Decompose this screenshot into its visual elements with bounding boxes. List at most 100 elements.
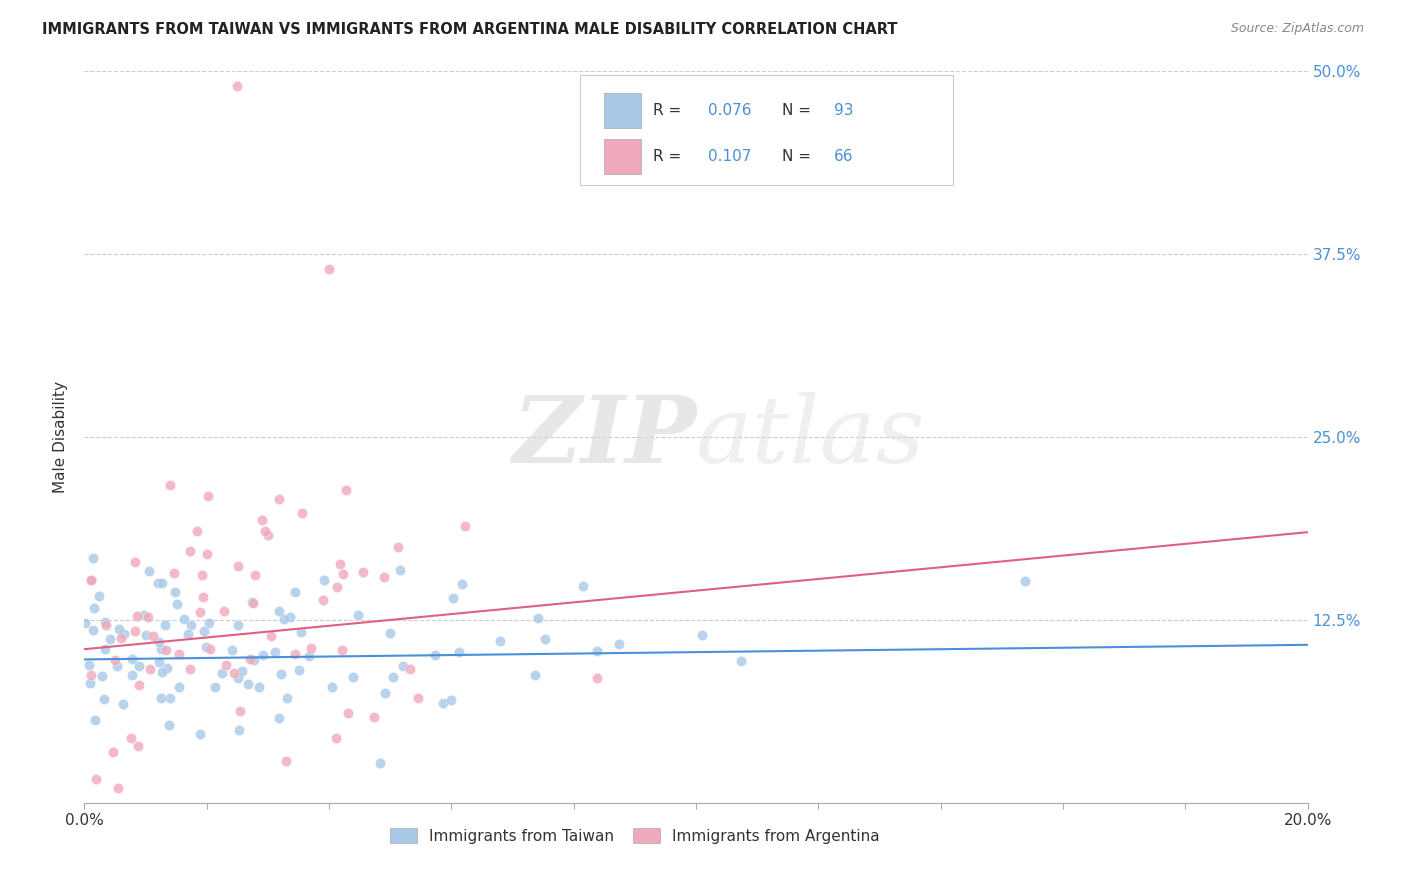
Point	[245, 567, 267, 582]
Point	[228, 723, 250, 737]
Point	[108, 622, 131, 636]
Point	[269, 711, 291, 725]
Point	[260, 629, 283, 643]
Point	[142, 629, 165, 643]
Point	[607, 637, 630, 651]
Text: IMMIGRANTS FROM TAIWAN VS IMMIGRANTS FROM ARGENTINA MALE DISABILITY CORRELATION : IMMIGRANTS FROM TAIWAN VS IMMIGRANTS FRO…	[42, 22, 897, 37]
Point	[179, 662, 201, 676]
Point	[406, 691, 429, 706]
Point	[441, 591, 464, 605]
Point	[373, 570, 395, 584]
Point	[214, 658, 236, 673]
Point	[156, 661, 179, 675]
Legend: Immigrants from Taiwan, Immigrants from Argentina: Immigrants from Taiwan, Immigrants from …	[384, 822, 886, 850]
Point	[221, 643, 243, 657]
Point	[190, 605, 212, 619]
Point	[239, 652, 262, 666]
Text: 0.076: 0.076	[709, 103, 752, 119]
Point	[284, 648, 307, 662]
Point	[103, 745, 125, 759]
Point	[247, 680, 270, 694]
Point	[226, 559, 249, 574]
Point	[347, 608, 370, 623]
Point	[111, 697, 134, 711]
Point	[167, 681, 190, 695]
Point	[79, 675, 101, 690]
Point	[264, 645, 287, 659]
FancyBboxPatch shape	[605, 94, 641, 128]
FancyBboxPatch shape	[579, 75, 953, 185]
Point	[527, 611, 550, 625]
Point	[290, 506, 312, 520]
Point	[94, 618, 117, 632]
Point	[352, 565, 374, 579]
Point	[186, 524, 208, 539]
Text: R =: R =	[654, 103, 686, 119]
Point	[572, 579, 595, 593]
Point	[226, 78, 249, 93]
Point	[335, 483, 357, 497]
Point	[253, 524, 276, 539]
Point	[84, 772, 107, 786]
Point	[229, 704, 252, 718]
Point	[195, 547, 218, 561]
Point	[110, 631, 132, 645]
Point	[240, 594, 263, 608]
FancyBboxPatch shape	[605, 139, 641, 174]
Point	[198, 615, 221, 630]
Point	[179, 544, 201, 558]
Point	[423, 648, 446, 662]
Point	[98, 632, 121, 647]
Point	[329, 557, 352, 571]
Point	[363, 710, 385, 724]
Point	[166, 597, 188, 611]
Point	[191, 567, 214, 582]
Point	[155, 618, 177, 632]
Point	[585, 671, 607, 685]
Point	[121, 668, 143, 682]
Text: ZIP: ZIP	[512, 392, 696, 482]
Point	[337, 706, 360, 721]
Point	[112, 626, 135, 640]
Point	[276, 690, 298, 705]
Point	[124, 624, 146, 638]
Text: N =: N =	[782, 103, 815, 119]
Point	[173, 612, 195, 626]
Point	[692, 628, 714, 642]
Point	[211, 666, 233, 681]
Point	[165, 585, 187, 599]
Point	[163, 566, 186, 580]
Text: 0.107: 0.107	[709, 149, 752, 164]
Text: R =: R =	[654, 149, 686, 164]
Point	[93, 692, 115, 706]
Point	[197, 489, 219, 503]
Point	[342, 671, 364, 685]
Y-axis label: Male Disability: Male Disability	[53, 381, 69, 493]
Point	[236, 677, 259, 691]
Point	[242, 596, 264, 610]
Point	[314, 574, 336, 588]
Point	[278, 609, 301, 624]
Point	[298, 649, 321, 664]
Point	[311, 593, 333, 607]
Point	[432, 696, 454, 710]
Point	[94, 615, 117, 629]
Point	[226, 618, 249, 632]
Point	[103, 653, 125, 667]
Point	[125, 609, 148, 624]
Point	[83, 714, 105, 728]
Point	[91, 668, 114, 682]
Point	[454, 519, 477, 533]
Point	[228, 671, 250, 685]
Point	[79, 573, 101, 587]
Point	[127, 739, 149, 754]
Point	[270, 667, 292, 681]
Point	[439, 692, 461, 706]
Point	[120, 731, 142, 746]
Point	[82, 623, 104, 637]
Point	[231, 664, 253, 678]
Point	[128, 678, 150, 692]
Point	[380, 626, 402, 640]
Point	[534, 632, 557, 646]
Point	[135, 628, 157, 642]
